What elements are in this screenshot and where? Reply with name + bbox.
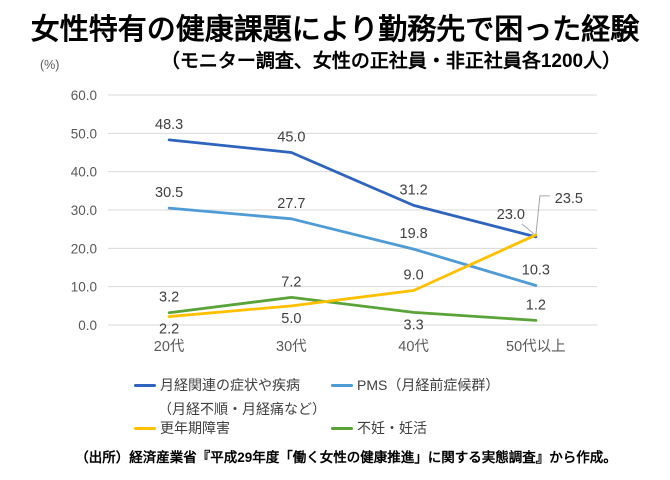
page-subtitle: （モニター調査、女性の正社員・非正社員各1200人）: [160, 51, 622, 72]
legend-label-menstrual-note: （月経不順・月経痛など）: [158, 401, 326, 417]
data-label: 3.3: [404, 317, 424, 333]
y-tick-label: 10.0: [71, 280, 97, 295]
legend-swatch-fertility: [331, 426, 353, 430]
x-tick-label: 40代: [398, 338, 429, 355]
leader-line: [535, 195, 550, 235]
y-tick-label: 60.0: [71, 88, 97, 103]
legend-label-menopause: 更年期障害: [160, 420, 230, 436]
data-label: 1.2: [526, 297, 546, 313]
data-label: 31.2: [400, 182, 428, 198]
legend-item-menstrual: 月経関連の症状や疾病: [134, 377, 300, 393]
legend-label-menstrual: 月経関連の症状や疾病: [160, 377, 300, 393]
leader-line: [521, 223, 535, 235]
data-label: 30.5: [155, 185, 183, 201]
data-label: 23.5: [555, 191, 583, 207]
legend-swatch-pms: [331, 383, 353, 387]
x-tick-label: 30代: [276, 338, 307, 355]
data-label: 27.7: [277, 196, 305, 212]
legend-label-fertility: 不妊・妊活: [357, 420, 427, 436]
data-label: 7.2: [281, 274, 301, 290]
data-label: 23.0: [497, 207, 525, 223]
data-label: 19.8: [400, 226, 428, 242]
y-tick-label: 50.0: [71, 126, 97, 141]
legend-swatch-menstrual: [134, 383, 156, 387]
data-label: 5.0: [281, 311, 301, 327]
series-line-2: [167, 206, 538, 287]
y-tick-label: 30.0: [71, 203, 97, 218]
y-tick-label: 0.0: [78, 318, 97, 333]
data-label: 45.0: [277, 130, 305, 146]
legend-item-menstrual-note: （月経不順・月経痛など）: [158, 401, 326, 417]
y-tick-label: 40.0: [71, 165, 97, 180]
data-label: 3.2: [159, 290, 179, 306]
y-tick-label: 20.0: [71, 241, 97, 256]
data-label: 10.3: [522, 263, 550, 279]
legend-item-fertility: 不妊・妊活: [331, 420, 427, 436]
legend-item-pms: PMS（月経前症候群）: [331, 377, 499, 393]
source-note: （出所）経済産業省『平成29年度「働く女性の健康推進」に関する実態調査』から作成…: [75, 450, 617, 465]
x-tick-label: 50代以上: [506, 338, 566, 355]
legend-label-pms: PMS（月経前症候群）: [357, 377, 500, 393]
y-axis-unit-label: (%): [40, 58, 60, 72]
legend-swatch-menopause: [134, 426, 156, 430]
data-label: 48.3: [155, 117, 183, 133]
series-line-4: [167, 295, 538, 322]
series-line-1: [167, 138, 538, 239]
page-title: 女性特有の健康課題により勤務先で困った経験: [30, 14, 640, 46]
data-label: 9.0: [404, 268, 424, 284]
data-label: 2.2: [159, 322, 179, 338]
series-line-3: [167, 233, 538, 318]
legend-item-menopause: 更年期障害: [134, 420, 230, 436]
x-tick-label: 20代: [154, 338, 185, 355]
